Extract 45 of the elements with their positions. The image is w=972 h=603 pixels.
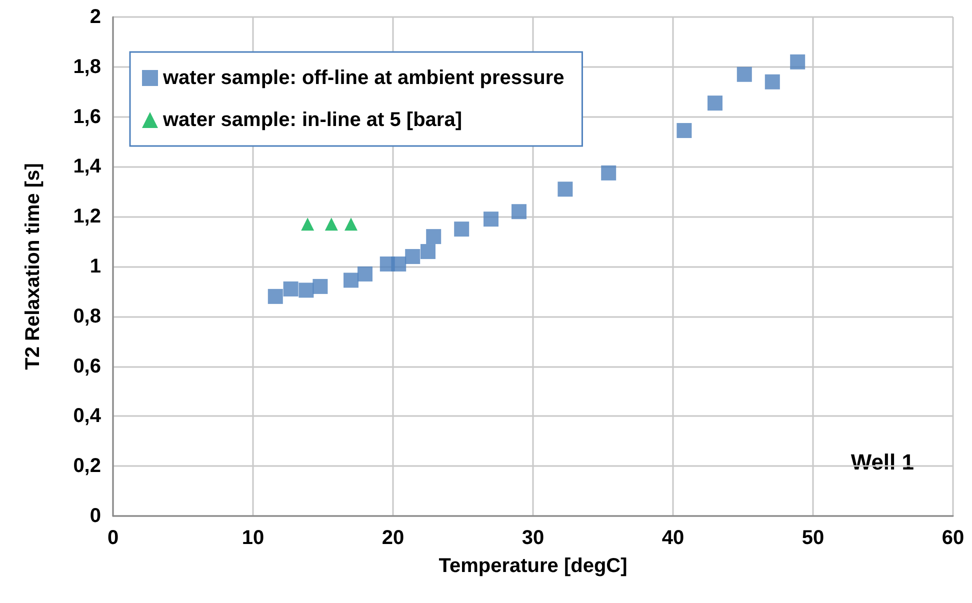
point	[324, 218, 338, 231]
point	[790, 54, 806, 70]
legend-label: water sample: in-line at 5 [bara]	[162, 109, 462, 131]
y-tick-label: 1,2	[73, 206, 101, 228]
y-tick-label: 0	[90, 505, 101, 527]
point	[708, 96, 722, 111]
point	[312, 278, 328, 294]
y-tick-label: 2	[90, 6, 101, 28]
x-tick-label: 0	[107, 527, 119, 549]
point	[484, 212, 498, 227]
y-tick-label: 0,2	[73, 455, 101, 478]
point	[420, 244, 436, 260]
point	[268, 288, 283, 304]
x-axis-title: Temperature [degC]	[438, 555, 628, 577]
y-tick-label: 1,6	[73, 106, 101, 128]
y-tick-label: 0,6	[73, 355, 101, 378]
point	[426, 229, 442, 244]
point	[454, 222, 470, 237]
point	[283, 281, 298, 296]
point	[391, 256, 406, 272]
point	[736, 66, 752, 82]
point	[558, 182, 573, 197]
y-tick-label: 0,8	[73, 305, 101, 328]
x-tick-label: 30	[522, 527, 544, 549]
point	[344, 272, 358, 288]
point	[601, 165, 616, 180]
y-axis-title: T2 Relaxation time [s]	[22, 163, 44, 370]
x-tick-label: 10	[242, 527, 264, 549]
point	[301, 218, 314, 231]
x-tick-label: 20	[382, 527, 404, 549]
point	[512, 204, 526, 220]
point	[358, 266, 372, 282]
point	[344, 218, 358, 231]
point	[298, 282, 314, 298]
x-tick-label: 50	[802, 527, 824, 549]
y-tick-label: 1,8	[73, 56, 101, 78]
y-tick-label: 1,4	[73, 156, 102, 178]
legend-label: water sample: off-line at ambient pressure	[162, 67, 564, 89]
x-tick-label: 40	[662, 527, 684, 549]
x-tick-label: 60	[942, 527, 964, 549]
y-tick-label: 1	[90, 256, 101, 278]
y-tick-label: 0,4	[73, 405, 102, 428]
point	[764, 74, 780, 90]
point	[405, 249, 420, 264]
point	[676, 123, 692, 138]
